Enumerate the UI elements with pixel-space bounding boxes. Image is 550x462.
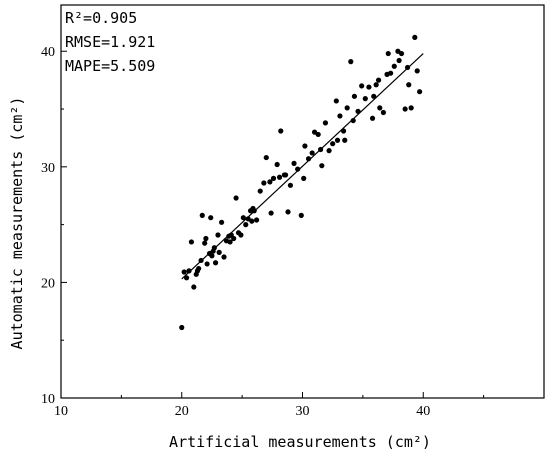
data-point-12 bbox=[204, 261, 210, 267]
ticks: 10 20 30 40 10 20 30 40 bbox=[41, 45, 485, 419]
data-point-39 bbox=[270, 175, 277, 181]
data-point-38 bbox=[267, 179, 273, 185]
annotation-rmse: RMSE=1.921 bbox=[65, 33, 155, 51]
data-point-78 bbox=[408, 105, 414, 111]
annotation-mape: MAPE=5.509 bbox=[65, 57, 155, 75]
annotation-r2: R²=0.905 bbox=[65, 9, 137, 27]
data-point-91 bbox=[268, 210, 274, 216]
data-point-0 bbox=[179, 324, 185, 331]
y-tick-label-20: 20 bbox=[41, 276, 55, 291]
y-tick-label-40: 40 bbox=[41, 45, 55, 60]
data-point-66 bbox=[366, 84, 372, 90]
x-tick-label-30: 30 bbox=[296, 404, 310, 419]
data-point-40 bbox=[274, 161, 280, 168]
data-point-61 bbox=[348, 59, 354, 65]
stats-annotations: R²=0.905 RMSE=1.921 MAPE=5.509 bbox=[65, 9, 155, 75]
data-point-98 bbox=[342, 137, 348, 143]
data-point-5 bbox=[191, 284, 197, 290]
data-point-41 bbox=[278, 128, 284, 134]
x-tick-label-40: 40 bbox=[416, 404, 430, 419]
data-point-90 bbox=[282, 172, 289, 178]
data-point-21 bbox=[221, 254, 227, 260]
data-point-73 bbox=[391, 63, 397, 69]
data-point-48 bbox=[302, 143, 308, 149]
data-point-81 bbox=[417, 89, 423, 95]
data-point-26 bbox=[233, 195, 239, 201]
data-point-65 bbox=[362, 96, 368, 102]
data-point-69 bbox=[377, 105, 383, 111]
data-point-2 bbox=[183, 275, 190, 281]
data-point-95 bbox=[194, 268, 201, 274]
data-point-35 bbox=[257, 188, 263, 194]
fit-line-group bbox=[181, 53, 424, 280]
data-point-85 bbox=[371, 93, 377, 99]
data-point-36 bbox=[261, 180, 267, 186]
data-point-86 bbox=[350, 117, 356, 124]
data-point-89 bbox=[301, 175, 307, 181]
data-point-77 bbox=[406, 82, 412, 88]
fit-line bbox=[181, 53, 424, 280]
data-point-72 bbox=[388, 70, 394, 76]
data-point-29 bbox=[240, 215, 246, 221]
data-point-60 bbox=[344, 105, 350, 111]
data-point-3 bbox=[186, 268, 192, 274]
y-tick-label-10: 10 bbox=[41, 392, 55, 407]
data-point-57 bbox=[333, 98, 339, 104]
data-point-87 bbox=[334, 137, 341, 143]
data-point-9 bbox=[199, 212, 205, 218]
data-point-15 bbox=[209, 253, 215, 259]
data-point-99 bbox=[396, 57, 402, 64]
data-point-1 bbox=[181, 269, 187, 275]
data-point-30 bbox=[243, 222, 249, 228]
data-point-76 bbox=[402, 106, 408, 112]
data-point-18 bbox=[215, 232, 221, 238]
data-point-64 bbox=[359, 83, 365, 89]
data-point-47 bbox=[298, 212, 304, 218]
data-point-46 bbox=[295, 166, 301, 172]
data-point-14 bbox=[208, 215, 214, 221]
data-point-96 bbox=[276, 174, 283, 180]
data-point-53 bbox=[319, 163, 325, 169]
data-points bbox=[179, 34, 423, 331]
data-point-93 bbox=[227, 239, 233, 245]
data-point-56 bbox=[330, 141, 336, 147]
data-point-52 bbox=[315, 131, 321, 138]
data-point-70 bbox=[380, 109, 387, 116]
data-point-68 bbox=[373, 82, 379, 88]
data-point-67 bbox=[369, 115, 376, 121]
data-point-43 bbox=[285, 209, 291, 215]
x-tick-label-10: 10 bbox=[54, 404, 68, 419]
data-point-45 bbox=[291, 160, 297, 166]
data-point-4 bbox=[188, 239, 195, 245]
data-point-54 bbox=[322, 120, 329, 126]
data-point-75 bbox=[398, 50, 405, 57]
data-point-80 bbox=[414, 68, 420, 74]
data-point-25 bbox=[231, 235, 237, 242]
y-tick-label-30: 30 bbox=[41, 161, 55, 176]
data-point-28 bbox=[238, 232, 244, 238]
data-point-34 bbox=[254, 217, 260, 223]
x-tick-label-20: 20 bbox=[175, 404, 189, 419]
data-point-94 bbox=[210, 248, 216, 254]
data-point-83 bbox=[385, 50, 391, 57]
y-axis-label: Automatic measurements (cm²) bbox=[8, 97, 26, 350]
data-point-19 bbox=[216, 249, 222, 255]
data-point-20 bbox=[218, 219, 225, 225]
x-axis-label: Artificial measurements (cm²) bbox=[169, 433, 431, 451]
data-point-10 bbox=[202, 240, 208, 246]
data-point-17 bbox=[212, 260, 219, 266]
data-point-84 bbox=[375, 77, 382, 83]
data-point-44 bbox=[287, 182, 294, 188]
data-point-55 bbox=[326, 148, 332, 154]
data-point-62 bbox=[351, 93, 358, 99]
data-point-92 bbox=[249, 218, 255, 224]
data-point-11 bbox=[203, 235, 209, 242]
data-point-50 bbox=[309, 150, 315, 156]
data-point-79 bbox=[412, 34, 418, 40]
data-point-58 bbox=[337, 113, 343, 119]
data-point-37 bbox=[263, 154, 269, 161]
